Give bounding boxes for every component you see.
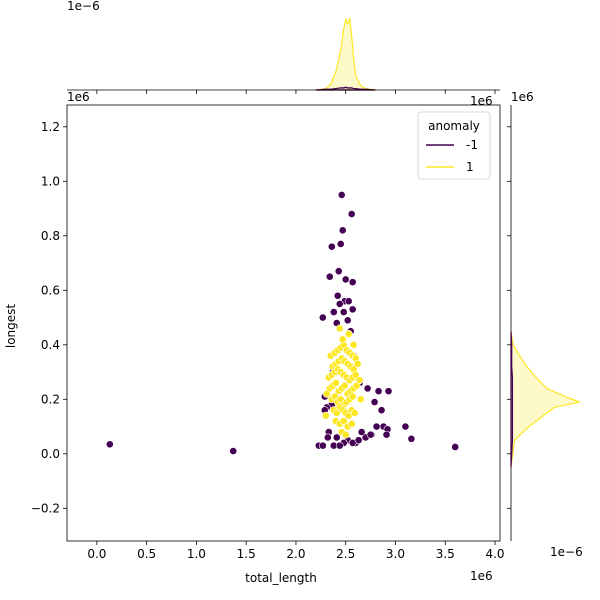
scatter-point-neg1 (318, 313, 327, 322)
scatter-point-pos1 (338, 335, 347, 344)
top-marginal-offset-text: 1e−6 (67, 0, 100, 13)
scatter-point-neg1 (339, 308, 348, 316)
scatter-point-neg1 (329, 308, 338, 316)
top-marginal-kde-positive (315, 17, 376, 91)
scatter-point-neg1 (105, 440, 114, 449)
scatter-point-neg1 (370, 398, 379, 406)
scatter-point-pos1 (350, 409, 359, 417)
scatter-point-neg1 (348, 305, 357, 314)
right-marginal-ticks (507, 126, 511, 509)
scatter-point-neg1 (347, 210, 356, 218)
y-tick-label: −0.2 (31, 501, 60, 515)
scatter-point-neg1 (372, 422, 381, 431)
scatter-point-pos1 (339, 417, 348, 425)
scatter-point-neg1 (333, 291, 342, 300)
scatter-point-neg1 (318, 441, 327, 450)
y-tick-label: 0.6 (41, 283, 60, 297)
y-tick-label: 0.2 (41, 392, 60, 406)
scatter-point-neg1 (384, 387, 393, 396)
scatter-point-neg1 (382, 430, 391, 439)
x-tick-label: 2.5 (336, 547, 355, 561)
legend: anomaly -1 1 (417, 111, 491, 180)
x-axis-ticks: 0.0 0.5 1.0 1.5 2.0 2.5 3.0 3.5 4.0 (87, 541, 505, 561)
scatter-point-pos1 (340, 381, 349, 390)
scatter-point-neg1 (451, 443, 460, 451)
main-plot-area (66, 104, 501, 542)
scatter-point-neg1 (335, 441, 344, 450)
x-tick-label: 0.5 (137, 547, 156, 561)
scatter-point-pos1 (353, 359, 362, 368)
scatter-point-neg1 (336, 240, 345, 248)
scatter-point-neg1 (407, 434, 416, 443)
scatter-point-neg1 (337, 191, 346, 199)
right-marginal-offset-text: 1e6 (511, 90, 534, 104)
scatter-point-neg1 (334, 267, 343, 276)
scatter-point-pos1 (322, 389, 331, 398)
top-marginal-kde-negative (315, 86, 376, 91)
scatter-point-neg1 (344, 297, 353, 306)
scatter-point-pos1 (355, 376, 364, 385)
scatter-point-pos1 (344, 329, 353, 338)
scatter-point-neg1 (348, 278, 357, 287)
scatter-point-neg1 (377, 406, 386, 415)
right-marginal: 1e6 1e−6 (507, 90, 583, 559)
scatter-point-neg1 (335, 300, 344, 308)
scatter-point-neg1 (357, 428, 366, 436)
scatter-point-pos1 (347, 419, 356, 428)
x-axis-label: total_length (245, 571, 317, 585)
scatter-point-neg1 (229, 447, 238, 455)
scatter-point-neg1 (325, 272, 334, 281)
scatter-point-pos1 (321, 411, 330, 420)
x-tick-label: 1.5 (237, 547, 256, 561)
x-tick-label: 2.0 (286, 547, 305, 561)
scatter-points (105, 191, 460, 455)
y-tick-label: 0.0 (41, 447, 60, 461)
scatter-point-pos1 (335, 324, 344, 333)
main-axes: 1e6 0.0 0.5 1.0 1.5 2.0 2.5 3.0 3.5 4.0 −0.20.00… (4, 90, 505, 585)
scatter-point-neg1 (366, 430, 375, 439)
x-tick-label: 0.0 (87, 547, 106, 561)
y-tick-label: 0.8 (41, 229, 60, 243)
y-axis-ticks: −0.2 0.0 0.2 0.4 0.6 0.8 1.0 1.2 (31, 120, 67, 515)
x-tick-label: 1.0 (187, 547, 206, 561)
scatter-point-pos1 (351, 370, 360, 379)
x-offset-text: 1e6 (470, 569, 493, 583)
scatter-point-pos1 (349, 340, 358, 349)
scatter-point-neg1 (338, 226, 347, 235)
scatter-point-neg1 (343, 316, 352, 325)
scatter-point-neg1 (354, 436, 363, 445)
y-tick-label: 1.0 (41, 174, 60, 188)
right-marginal-bottom-offset-text: 1e−6 (550, 545, 583, 559)
right-marginal-kde-positive (510, 331, 582, 468)
x-tick-label: 3.0 (386, 547, 405, 561)
scatter-point-pos1 (348, 392, 357, 401)
scatter-point-neg1 (374, 387, 383, 396)
scatter-point-neg1 (401, 422, 410, 431)
scatter-point-neg1 (341, 275, 350, 284)
x-tick-label: 3.5 (436, 547, 455, 561)
legend-label-neg1: -1 (466, 138, 478, 152)
y-tick-label: 1.2 (41, 120, 60, 134)
scatter-point-neg1 (332, 433, 341, 442)
top-marginal: 1e−6 1e6 (67, 0, 500, 108)
legend-title: anomaly (428, 119, 480, 133)
right-marginal-kde-negative (510, 331, 514, 468)
x-tick-label: 4.0 (485, 547, 504, 561)
scatter-point-pos1 (341, 430, 350, 439)
scatter-point-pos1 (356, 395, 365, 404)
legend-label-pos1: 1 (466, 160, 474, 174)
scatter-point-neg1 (327, 242, 336, 251)
top-marginal-x-offset-text: 1e6 (470, 94, 493, 108)
y-offset-text: 1e6 (67, 90, 90, 104)
scatter-point-pos1 (331, 379, 340, 387)
top-marginal-ticks (96, 90, 496, 94)
scatter-point-neg1 (363, 384, 372, 393)
y-axis-label: longest (4, 304, 18, 349)
y-tick-label: 0.4 (41, 338, 60, 352)
scatter-point-neg1 (323, 433, 332, 442)
